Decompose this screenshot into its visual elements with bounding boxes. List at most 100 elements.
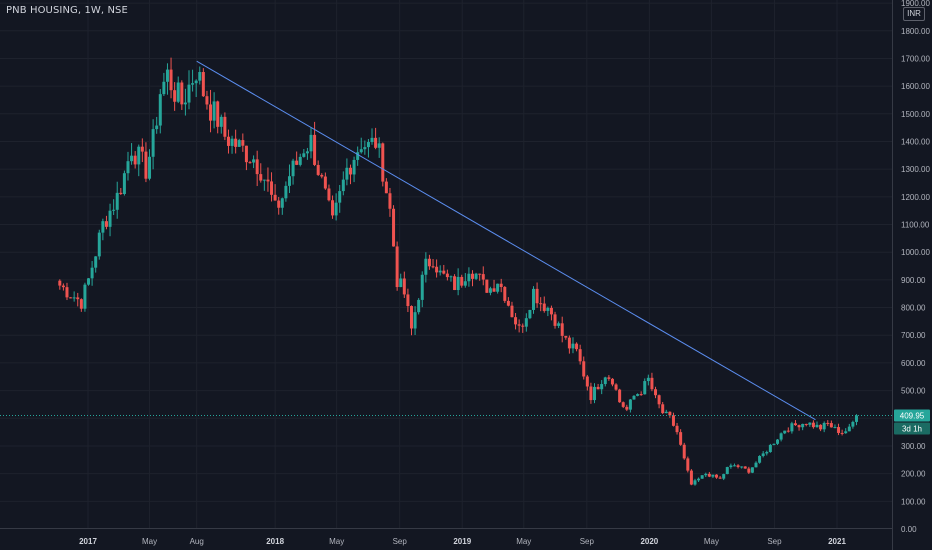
countdown-tag (894, 422, 930, 435)
y-tick-label: 200.00 (901, 470, 926, 479)
candle-body (837, 427, 841, 433)
candle-body (474, 273, 478, 279)
candle-body (187, 84, 191, 103)
candle-body (790, 423, 794, 432)
price-axis[interactable]: 0.00100.00200.00300.00400.00500.00600.00… (892, 0, 932, 550)
candle-body (686, 458, 690, 471)
candle-body (478, 273, 482, 275)
currency-badge[interactable]: INR (903, 7, 925, 21)
candle-body (650, 377, 654, 390)
candle-body (636, 394, 640, 396)
candle-body (388, 193, 392, 209)
candle-body (539, 303, 543, 305)
candle-body (833, 427, 837, 429)
candle-body (578, 349, 582, 362)
candle-body (557, 323, 561, 326)
candle-body (237, 140, 241, 147)
time-axis[interactable]: 2017 May Aug 2018 May Sep 2019 May Sep 2020 May Sep… (0, 528, 892, 550)
candle-body (553, 314, 557, 326)
candle-body (826, 422, 830, 424)
candle-body (779, 433, 783, 440)
candle-body (621, 402, 625, 407)
candle-body (226, 136, 230, 146)
candle-body (822, 422, 826, 430)
candle-body (176, 82, 180, 102)
y-tick-label: 500.00 (901, 387, 926, 396)
candle-body (119, 192, 123, 194)
candle-body (707, 473, 711, 477)
candle-body (363, 147, 367, 150)
candle-body (463, 281, 467, 286)
candle-body (252, 159, 256, 163)
candle-body (492, 288, 496, 292)
candle-body (783, 430, 787, 434)
candle-body (725, 467, 729, 475)
candle-body (158, 94, 162, 126)
candle-body (718, 477, 722, 479)
candle-body (582, 361, 586, 377)
y-tick-label: 900.00 (901, 276, 926, 285)
y-tick-label: 1700.00 (901, 54, 930, 63)
candle-body (345, 167, 349, 180)
y-tick-label: 1400.00 (901, 137, 930, 146)
x-tick-label: May (516, 537, 531, 546)
candle-body (607, 377, 611, 379)
candle-body (348, 167, 352, 175)
symbol-title[interactable]: PNB HOUSING, 1W, NSE (6, 5, 128, 16)
candle-body (449, 276, 453, 278)
candle-body (715, 474, 719, 478)
candle-body (219, 116, 223, 127)
candle-body (248, 162, 252, 164)
candle-body (58, 280, 62, 286)
candle-body (571, 343, 575, 349)
x-tick-label: Sep (393, 537, 408, 546)
candle-body (675, 425, 679, 433)
candle-body (711, 474, 715, 477)
candle-body (521, 325, 525, 327)
y-tick-label: 1600.00 (901, 82, 930, 91)
candle-body (126, 161, 130, 174)
candle-body (291, 160, 295, 177)
candle-body (280, 198, 284, 208)
candle-body (528, 309, 532, 319)
candle-body (596, 386, 600, 390)
trendline-layer[interactable] (196, 60, 816, 421)
candle-body (194, 80, 198, 84)
candle-body (804, 423, 808, 425)
candle-body (549, 307, 553, 315)
candles (58, 57, 858, 486)
candle-body (427, 258, 431, 267)
candle-body (79, 299, 83, 309)
candle-body (844, 431, 848, 434)
y-tick-label: 100.00 (901, 497, 926, 506)
candle-body (632, 395, 636, 400)
candle-body (327, 188, 331, 201)
candle-body (589, 386, 593, 401)
y-tick-label: 1100.00 (901, 221, 930, 230)
candle-body (323, 176, 327, 189)
y-tick-label: 1000.00 (901, 248, 930, 257)
candle-body (205, 96, 209, 105)
candle-body (811, 422, 815, 428)
candle-body (137, 146, 141, 165)
candle-body (377, 143, 381, 148)
candle-body (370, 137, 374, 143)
candle-body (244, 145, 248, 163)
candle-body (851, 421, 855, 427)
candle-body (510, 305, 514, 318)
x-tick-label: 2021 (828, 537, 846, 546)
candle-body (722, 474, 726, 479)
candle-body (488, 288, 492, 293)
candle-body (173, 90, 177, 102)
candle-body (532, 288, 536, 310)
candle-body (481, 274, 485, 280)
candle-body (316, 164, 320, 175)
candle-body (392, 208, 396, 247)
candle-body (729, 465, 733, 468)
candle-body (768, 444, 772, 453)
candle-body (793, 423, 797, 426)
candle-body (535, 288, 539, 304)
candle-body (305, 151, 309, 154)
last-price-tag (894, 409, 930, 422)
